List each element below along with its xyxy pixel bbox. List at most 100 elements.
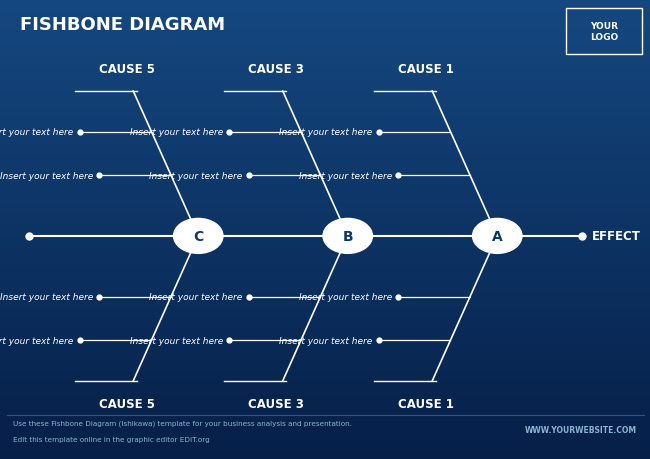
- Bar: [0, 222, 650, 226]
- Bar: [0, 291, 650, 295]
- Bar: [0, 379, 650, 382]
- Text: A: A: [492, 230, 502, 243]
- Bar: [0, 146, 650, 149]
- Bar: [0, 172, 650, 176]
- Bar: [0, 195, 650, 199]
- Bar: [0, 275, 650, 279]
- Bar: [0, 38, 650, 42]
- Text: Insert your text here: Insert your text here: [0, 336, 73, 345]
- Bar: [0, 402, 650, 405]
- Bar: [0, 168, 650, 172]
- Text: Insert your text here: Insert your text here: [280, 128, 372, 137]
- Bar: [0, 394, 650, 398]
- Bar: [0, 341, 650, 344]
- Bar: [0, 455, 650, 459]
- Bar: [0, 252, 650, 256]
- Text: EFFECT: EFFECT: [592, 230, 640, 243]
- Bar: [0, 333, 650, 336]
- Bar: [0, 11, 650, 15]
- Bar: [0, 390, 650, 394]
- Bar: [0, 249, 650, 252]
- Bar: [0, 310, 650, 313]
- Bar: [0, 176, 650, 180]
- Bar: [0, 100, 650, 103]
- Bar: [0, 413, 650, 417]
- Circle shape: [323, 219, 372, 254]
- Text: WWW.YOURWEBSITE.COM: WWW.YOURWEBSITE.COM: [525, 425, 637, 434]
- Bar: [0, 84, 650, 88]
- Bar: [0, 57, 650, 61]
- Bar: [0, 157, 650, 161]
- Bar: [0, 256, 650, 260]
- Bar: [0, 230, 650, 233]
- Bar: [0, 88, 650, 92]
- Text: CAUSE 5: CAUSE 5: [99, 63, 155, 76]
- Text: CAUSE 3: CAUSE 3: [248, 63, 304, 76]
- Text: Insert your text here: Insert your text here: [0, 293, 93, 302]
- Bar: [0, 218, 650, 222]
- Bar: [0, 448, 650, 451]
- Text: Insert your text here: Insert your text here: [150, 171, 242, 180]
- Text: Insert your text here: Insert your text here: [150, 293, 242, 302]
- Bar: [0, 210, 650, 214]
- Text: CAUSE 3: CAUSE 3: [248, 397, 304, 410]
- Bar: [0, 295, 650, 298]
- Bar: [0, 134, 650, 138]
- Text: Insert your text here: Insert your text here: [0, 128, 73, 137]
- Bar: [0, 199, 650, 203]
- Bar: [0, 73, 650, 77]
- Bar: [0, 268, 650, 272]
- Bar: [0, 164, 650, 168]
- Bar: [0, 318, 650, 321]
- Bar: [0, 241, 650, 245]
- Bar: [0, 283, 650, 287]
- Bar: [0, 8, 650, 11]
- Text: Insert your text here: Insert your text here: [299, 171, 392, 180]
- Bar: [0, 42, 650, 46]
- Bar: [0, 432, 650, 436]
- Bar: [0, 264, 650, 268]
- Text: Insert your text here: Insert your text here: [0, 171, 93, 180]
- Bar: [0, 118, 650, 123]
- Bar: [0, 421, 650, 425]
- Text: Insert your text here: Insert your text here: [130, 336, 223, 345]
- Bar: [0, 103, 650, 107]
- Bar: [0, 27, 650, 31]
- Text: CAUSE 1: CAUSE 1: [398, 397, 454, 410]
- Bar: [0, 298, 650, 302]
- Bar: [0, 409, 650, 413]
- Bar: [0, 107, 650, 111]
- Bar: [0, 287, 650, 291]
- Bar: [0, 180, 650, 184]
- Bar: [0, 80, 650, 84]
- Bar: [0, 364, 650, 367]
- Text: C: C: [193, 230, 203, 243]
- Bar: [0, 226, 650, 230]
- Bar: [0, 34, 650, 38]
- Bar: [0, 141, 650, 146]
- Text: Use these Fishbone Diagram (Ishikawa) template for your business analysis and pr: Use these Fishbone Diagram (Ishikawa) te…: [13, 420, 352, 426]
- Bar: [0, 451, 650, 455]
- Circle shape: [174, 219, 223, 254]
- Bar: [0, 77, 650, 80]
- Circle shape: [473, 219, 522, 254]
- Bar: [0, 336, 650, 341]
- Bar: [0, 130, 650, 134]
- Bar: [0, 371, 650, 375]
- Bar: [0, 123, 650, 126]
- Bar: [0, 237, 650, 241]
- Bar: [0, 348, 650, 352]
- Bar: [0, 344, 650, 348]
- Bar: [0, 203, 650, 207]
- Bar: [0, 356, 650, 359]
- Bar: [0, 161, 650, 164]
- Bar: [0, 0, 650, 4]
- Text: CAUSE 5: CAUSE 5: [99, 397, 155, 410]
- Bar: [0, 233, 650, 237]
- Bar: [0, 313, 650, 318]
- Bar: [0, 386, 650, 390]
- Bar: [0, 375, 650, 379]
- Bar: [0, 61, 650, 65]
- Bar: [0, 92, 650, 95]
- Text: B: B: [343, 230, 353, 243]
